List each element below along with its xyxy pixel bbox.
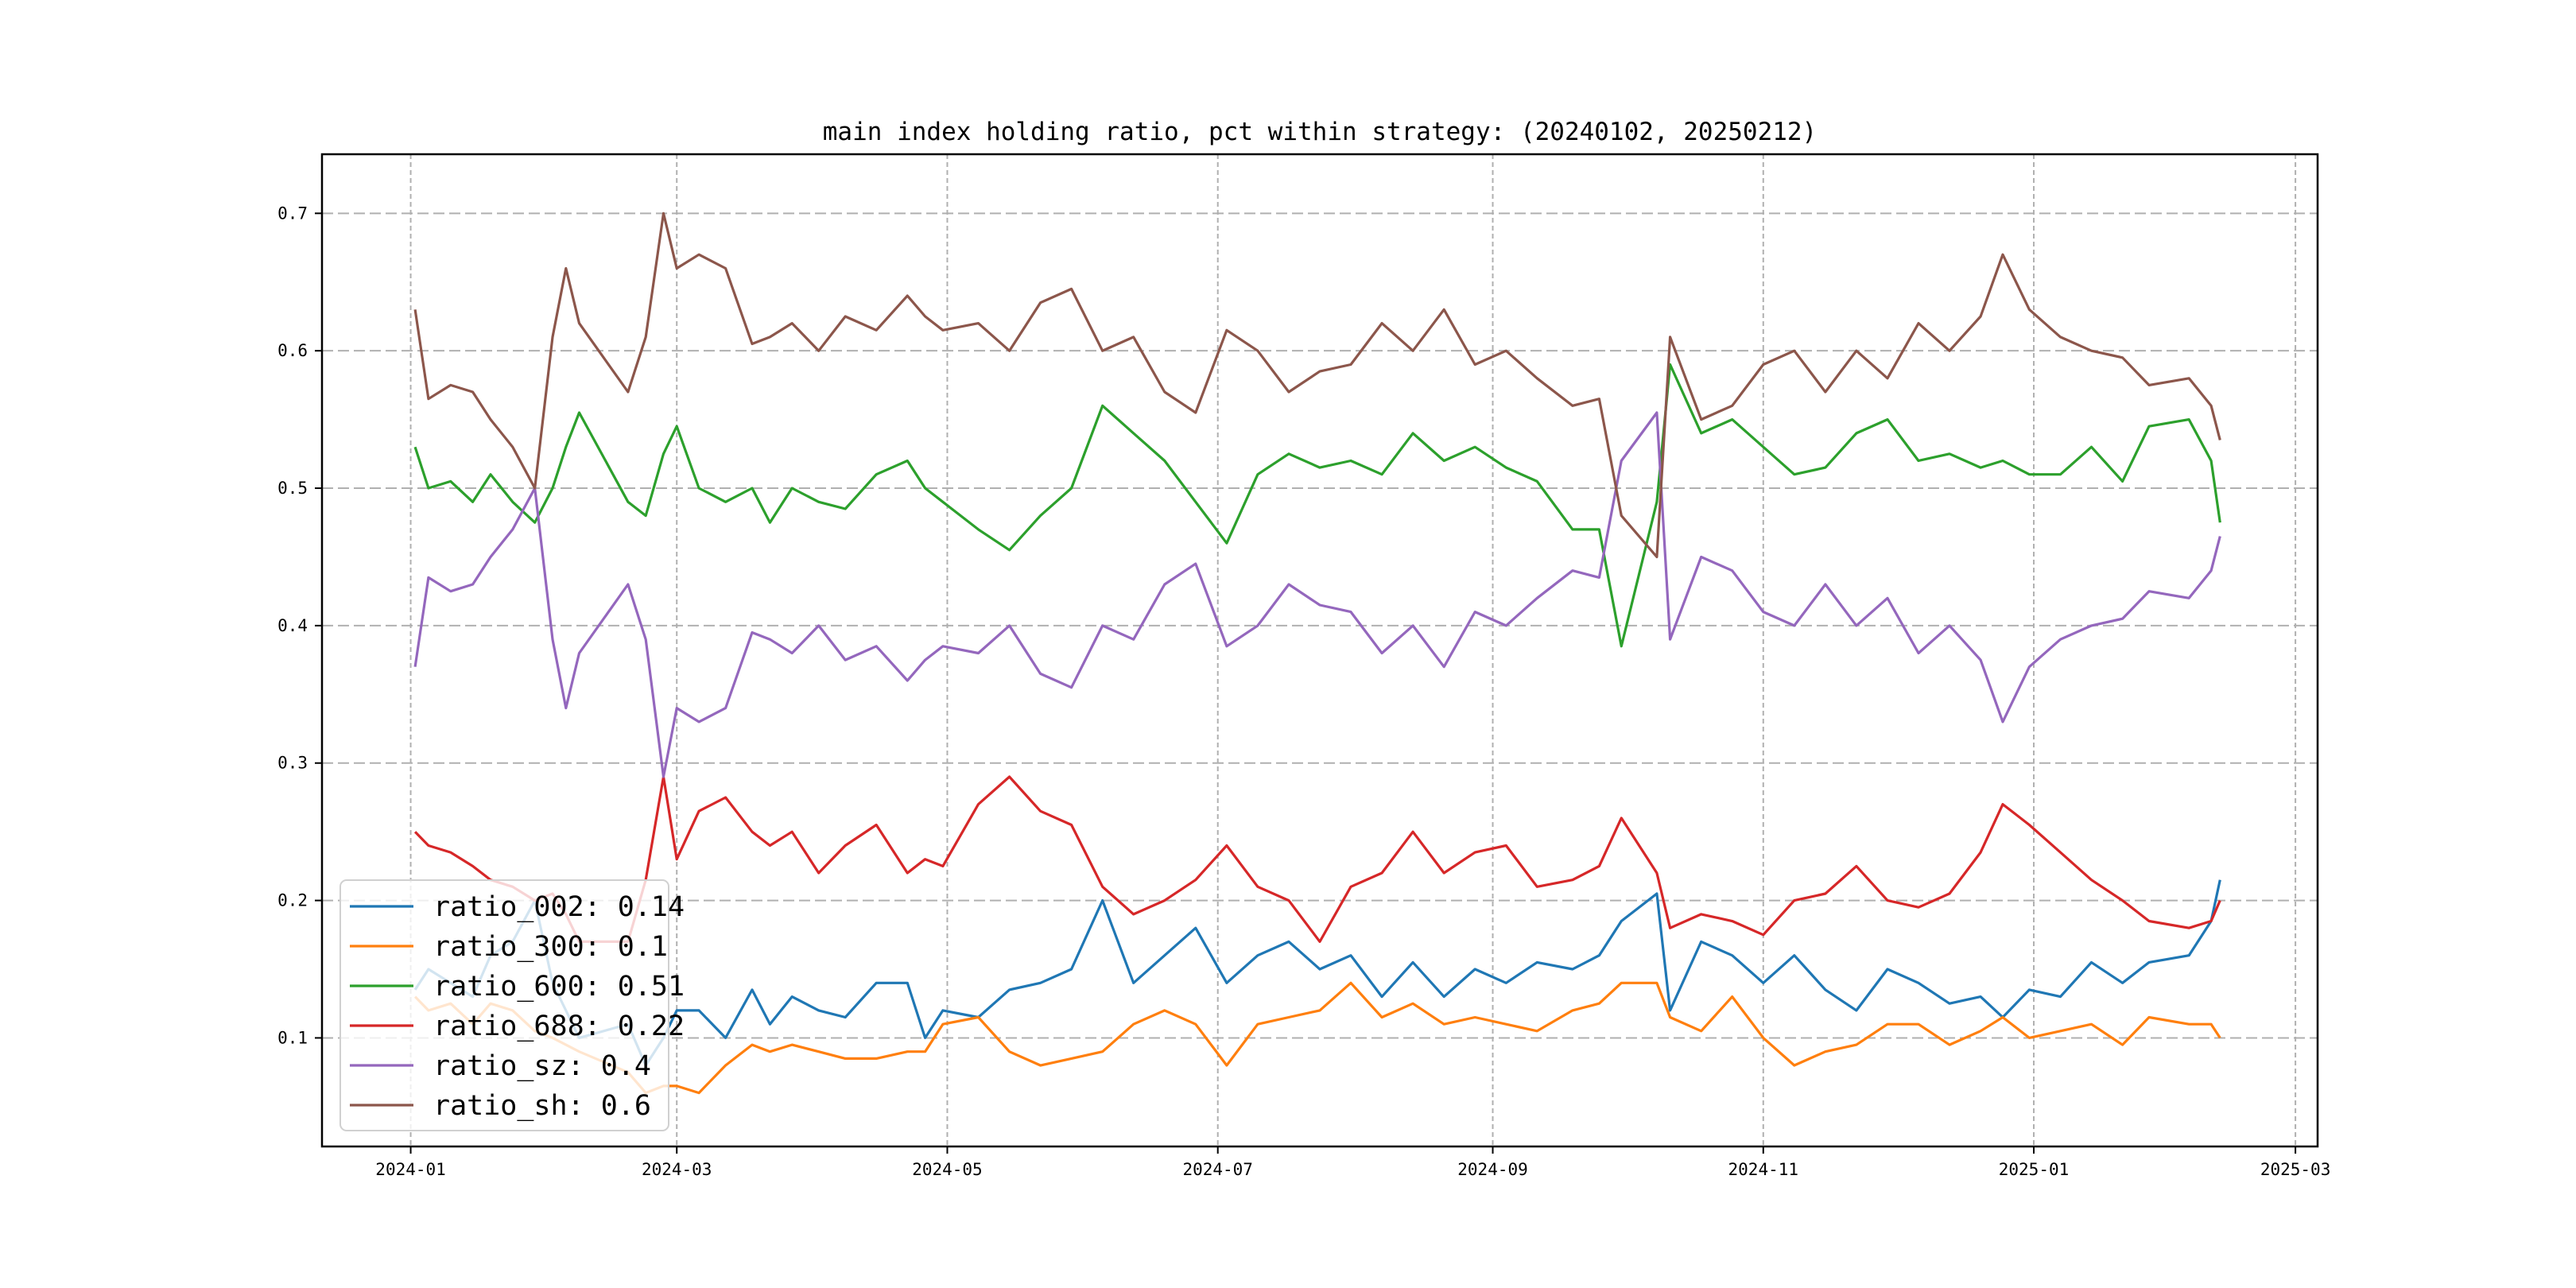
x-tick-label: 2024-11 <box>1728 1160 1799 1179</box>
legend-label: ratio_300: 0.1 <box>433 931 668 963</box>
y-tick-label: 0.2 <box>277 891 308 910</box>
y-tick-label: 0.1 <box>277 1028 308 1047</box>
legend-label: ratio_sh: 0.6 <box>433 1090 651 1122</box>
series-lines <box>413 211 2221 1095</box>
legend-label: ratio_002: 0.14 <box>433 891 685 923</box>
y-tick-label: 0.5 <box>277 479 308 498</box>
y-tick-label: 0.3 <box>277 754 308 773</box>
plot-frame <box>320 153 2319 1148</box>
grid <box>322 154 2318 1146</box>
axes: 2024-01 2024-03 2024-05 2024-07 2024-09 2024-… <box>277 204 2330 1179</box>
legend: ratio_002: 0.14 ratio_300: 0.1 ratio_600: … <box>339 879 685 1131</box>
series-line-ratio-688 <box>413 775 2221 944</box>
legend-label: ratio_688: 0.22 <box>433 1011 685 1042</box>
y-tick-label: 0.7 <box>277 204 308 223</box>
legend-label: ratio_sz: 0.4 <box>433 1050 651 1082</box>
x-tick-label: 2024-07 <box>1182 1160 1253 1179</box>
x-tick-label: 2025-03 <box>2260 1160 2331 1179</box>
x-tick-label: 2024-09 <box>1457 1160 1528 1179</box>
x-tick-label: 2024-05 <box>912 1160 983 1179</box>
legend-box <box>339 879 669 1131</box>
chart-title: main index holding ratio, pct within str… <box>823 118 1817 146</box>
series-line-ratio-sz <box>413 411 2221 778</box>
x-tick-label: 2025-01 <box>1999 1160 2070 1179</box>
y-tick-label: 0.4 <box>277 616 308 635</box>
series-line-ratio-sh <box>413 211 2221 559</box>
y-tick-label: 0.6 <box>277 341 308 360</box>
legend-label: ratio_600: 0.51 <box>433 971 685 1003</box>
x-tick-label: 2024-03 <box>642 1160 712 1179</box>
x-tick-label: 2024-01 <box>375 1160 446 1179</box>
series-line-ratio-600 <box>413 363 2221 648</box>
